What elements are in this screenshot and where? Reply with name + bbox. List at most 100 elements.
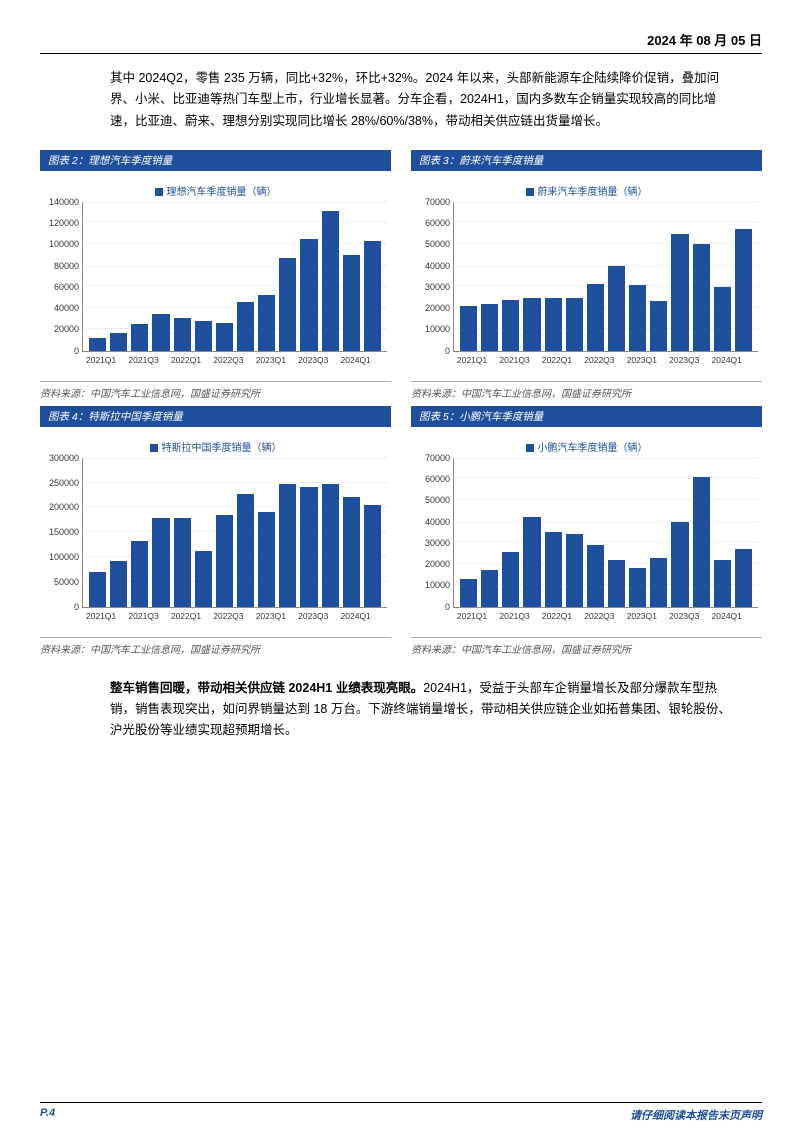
bar (89, 572, 106, 606)
x-axis-label (116, 355, 128, 365)
y-axis-label: 300000 (49, 453, 83, 463)
chart-legend: 小鹏汽车季度销量（辆） (415, 439, 758, 454)
chart-source: 资料来源：中国汽车工业信息网，国盛证券研究所 (40, 637, 391, 656)
x-axis-label: 2023Q1 (627, 355, 657, 365)
x-axis-label (159, 611, 171, 621)
bar (89, 338, 106, 351)
y-axis-label: 50000 (425, 495, 454, 505)
bar (322, 211, 339, 350)
x-axis-label: 2021Q3 (128, 355, 158, 365)
y-axis-label: 250000 (49, 478, 83, 488)
x-axis-label: 2024Q1 (341, 611, 371, 621)
x-axis-label: 2022Q3 (584, 355, 614, 365)
y-axis-label: 10000 (425, 580, 454, 590)
bar (237, 302, 254, 351)
x-axis-label (286, 355, 298, 365)
bar (322, 484, 339, 607)
x-axis-label: 2024Q1 (712, 355, 742, 365)
page-number: P.4 (40, 1107, 55, 1123)
y-axis-label: 10000 (425, 324, 454, 334)
x-axis-label (530, 611, 542, 621)
bar (693, 477, 710, 607)
x-axis-label: 2022Q3 (213, 355, 243, 365)
bar (343, 255, 360, 351)
x-axis-label (328, 355, 340, 365)
x-axis-label (699, 611, 711, 621)
x-axis-label: 2021Q3 (499, 355, 529, 365)
bars-container (454, 202, 758, 351)
bar (300, 487, 317, 607)
conclusion-paragraph: 整车销售回暖，带动相关供应链 2024H1 业绩表现亮眼。2024H1，受益于头… (40, 678, 762, 742)
y-axis-label: 30000 (425, 282, 454, 292)
bar (216, 323, 233, 351)
chart-5-panel: 图表 5：小鹏汽车季度销量小鹏汽车季度销量（辆） 0100002000030000… (411, 406, 762, 656)
y-axis-label: 30000 (425, 538, 454, 548)
y-axis-label: 0 (445, 346, 454, 356)
x-axis-label: 2021Q1 (86, 355, 116, 365)
bar (523, 298, 540, 351)
bar (216, 515, 233, 607)
chart-title: 图表 2：理想汽车季度销量 (40, 150, 391, 171)
bar (566, 534, 583, 606)
bar (523, 517, 540, 606)
bar (279, 258, 296, 351)
bar (152, 314, 169, 351)
y-axis-label: 0 (74, 602, 83, 612)
chart-title: 图表 5：小鹏汽车季度销量 (411, 406, 762, 427)
x-axis-label (371, 355, 383, 365)
x-axis-label: 2022Q1 (542, 355, 572, 365)
chart-plot-area: 010000200003000040000500006000070000 (453, 458, 758, 608)
y-axis-label: 0 (445, 602, 454, 612)
chart-legend: 理想汽车季度销量（辆） (44, 183, 387, 198)
y-axis-label: 100000 (49, 239, 83, 249)
y-axis-label: 140000 (49, 197, 83, 207)
chart-plot-area: 050000100000150000200000250000300000 (82, 458, 387, 608)
x-axis-label (699, 355, 711, 365)
x-axis-label: 2022Q1 (542, 611, 572, 621)
chart-source: 资料来源：中国汽车工业信息网，国盛证券研究所 (40, 381, 391, 400)
x-axis-labels: 2021Q12021Q32022Q12022Q32023Q12023Q32024… (82, 352, 387, 365)
bar (671, 522, 688, 607)
header-date: 2024 年 08 月 05 日 (40, 30, 762, 54)
y-axis-label: 100000 (49, 552, 83, 562)
x-axis-label: 2023Q3 (669, 611, 699, 621)
bar (608, 266, 625, 351)
x-axis-label (657, 611, 669, 621)
y-axis-label: 0 (74, 346, 83, 356)
x-axis-label (487, 611, 499, 621)
chart-title: 图表 3：蔚来汽车季度销量 (411, 150, 762, 171)
bar (258, 295, 275, 350)
chart-source: 资料来源：中国汽车工业信息网，国盛证券研究所 (411, 381, 762, 400)
x-axis-label: 2023Q1 (256, 611, 286, 621)
x-axis-label: 2024Q1 (712, 611, 742, 621)
chart-legend: 特斯拉中国季度销量（辆） (44, 439, 387, 454)
x-axis-label (286, 611, 298, 621)
chart-4-panel: 图表 4：特斯拉中国季度销量特斯拉中国季度销量（辆）05000010000015… (40, 406, 391, 656)
bar (502, 552, 519, 606)
x-axis-label: 2023Q1 (627, 611, 657, 621)
bar (735, 229, 752, 350)
bar (279, 484, 296, 607)
bar (174, 318, 191, 351)
x-axis-label (742, 355, 754, 365)
x-axis-label: 2023Q1 (256, 355, 286, 365)
x-axis-labels: 2021Q12021Q32022Q12022Q32023Q12023Q32024… (82, 608, 387, 621)
bar (502, 300, 519, 351)
chart-plot-area: 020000400006000080000100000120000140000 (82, 202, 387, 352)
intro-paragraph: 其中 2024Q2，零售 235 万辆，同比+32%，环比+32%。2024 年… (40, 68, 762, 132)
bar (587, 545, 604, 607)
footer-disclaimer: 请仔细阅读本报告末页声明 (630, 1107, 762, 1123)
y-axis-label: 120000 (49, 218, 83, 228)
x-axis-label (615, 355, 627, 365)
bar (195, 321, 212, 351)
bar (629, 568, 646, 606)
x-axis-label (371, 611, 383, 621)
x-axis-label: 2023Q3 (298, 355, 328, 365)
y-axis-label: 40000 (54, 303, 83, 313)
x-axis-label (328, 611, 340, 621)
bar (629, 285, 646, 351)
chart-2-panel: 图表 2：理想汽车季度销量理想汽车季度销量（辆） 0200004000060000… (40, 150, 391, 400)
x-axis-label (201, 611, 213, 621)
x-axis-label: 2022Q1 (171, 355, 201, 365)
bar (608, 560, 625, 607)
